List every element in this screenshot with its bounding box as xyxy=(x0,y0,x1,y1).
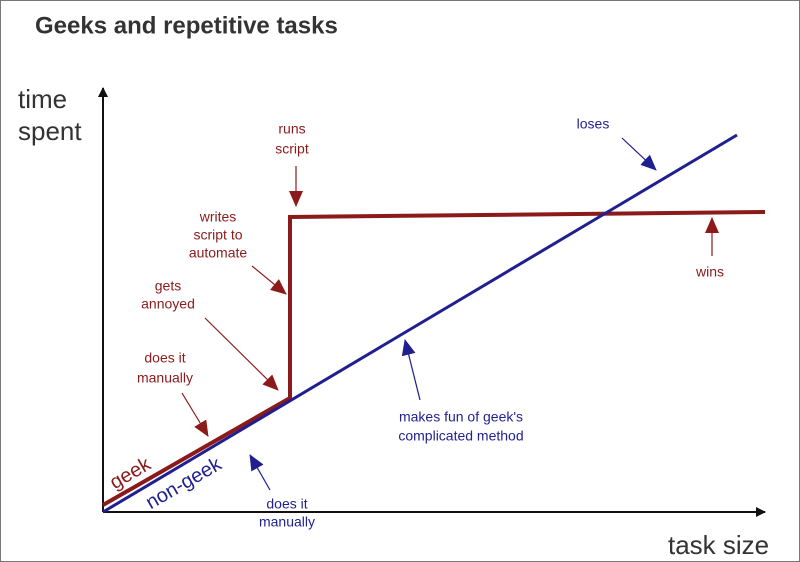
annotation: runs xyxy=(278,121,305,137)
y-label: time xyxy=(18,84,67,114)
annotation: does it xyxy=(266,496,307,512)
annotation: automate xyxy=(189,245,248,261)
annotation: loses xyxy=(577,116,610,132)
annotation: manually xyxy=(259,514,315,530)
arrow xyxy=(621,137,657,171)
annotation: script xyxy=(275,141,309,157)
y-label: spent xyxy=(18,116,82,146)
annotation: script to xyxy=(193,227,242,243)
arrow xyxy=(251,265,287,295)
arrow xyxy=(204,317,279,391)
annotation: writes xyxy=(199,209,237,225)
geek-line xyxy=(102,210,766,507)
annotation: wins xyxy=(695,264,724,280)
annotation: gets xyxy=(155,278,181,294)
non-geek-line xyxy=(102,133,738,514)
arrow xyxy=(181,392,209,437)
arrow xyxy=(401,339,421,401)
x-label: task size xyxy=(668,530,769,560)
annotation: does it xyxy=(144,350,185,366)
annotation: complicated method xyxy=(398,428,523,444)
annotation: manually xyxy=(137,370,193,386)
annotation: makes fun of geek's xyxy=(399,409,523,425)
title: Geeks and repetitive tasks xyxy=(35,12,338,39)
arrows xyxy=(181,137,719,491)
arrow xyxy=(249,454,271,491)
annotation: annoyed xyxy=(141,296,195,312)
